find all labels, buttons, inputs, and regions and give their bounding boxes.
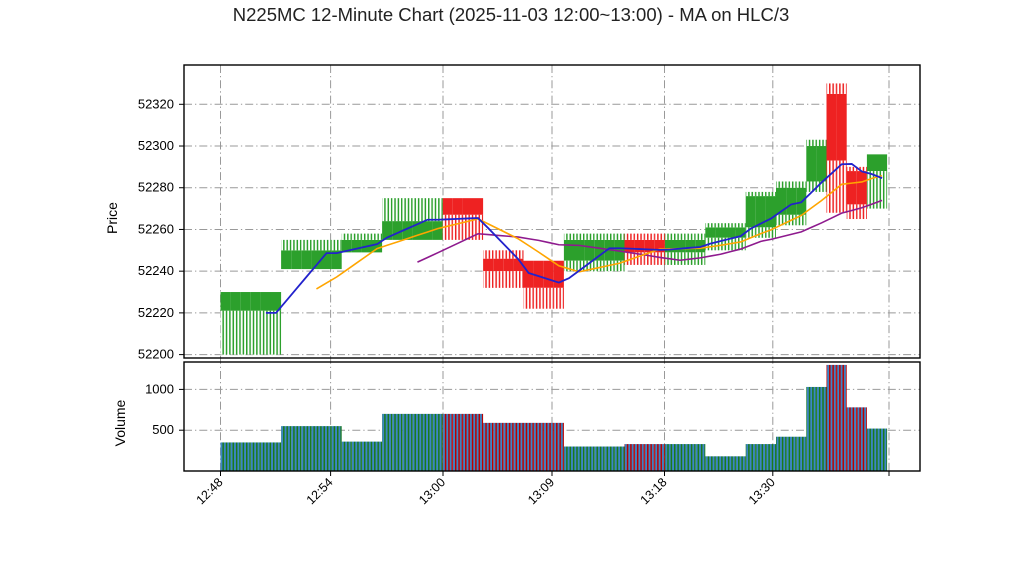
svg-text:13:00: 13:00 [416, 475, 448, 507]
svg-text:52200: 52200 [138, 347, 174, 362]
svg-text:13:18: 13:18 [638, 475, 670, 507]
svg-text:13:30: 13:30 [746, 475, 778, 507]
svg-text:Price: Price [104, 202, 120, 234]
svg-text:1000: 1000 [145, 381, 174, 396]
svg-text:500: 500 [152, 422, 174, 437]
svg-text:52280: 52280 [138, 180, 174, 195]
svg-text:52320: 52320 [138, 96, 174, 111]
svg-text:52220: 52220 [138, 305, 174, 320]
svg-text:52260: 52260 [138, 221, 174, 236]
svg-text:52240: 52240 [138, 263, 174, 278]
svg-text:52300: 52300 [138, 138, 174, 153]
svg-text:12:48: 12:48 [194, 475, 226, 507]
svg-text:13:09: 13:09 [525, 475, 557, 507]
svg-text:12:54: 12:54 [304, 475, 336, 507]
svg-text:Volume: Volume [112, 399, 128, 446]
